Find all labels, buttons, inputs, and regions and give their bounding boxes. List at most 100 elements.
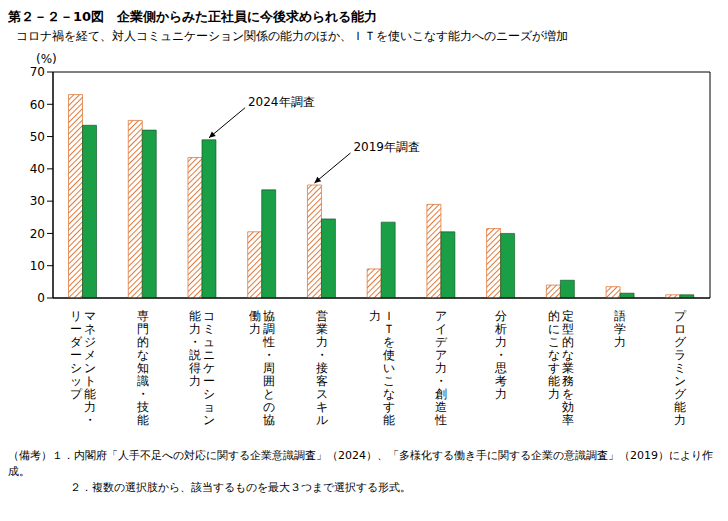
svg-text:マ: マ [84,309,96,323]
svg-text:技: 技 [136,400,149,414]
svg-text:キ: キ [316,400,328,414]
svg-text:リ: リ [70,309,82,323]
svg-text:分: 分 [495,309,507,323]
svg-text:ー: ー [203,374,215,388]
svg-text:型: 型 [562,322,574,336]
svg-text:ー: ー [70,348,82,362]
svg-text:ン: ン [84,361,96,375]
svg-text:能: 能 [674,400,686,414]
svg-text:学: 学 [614,322,626,336]
svg-text:30: 30 [30,194,45,208]
svg-text:力: 力 [435,361,447,375]
svg-text:こ: こ [548,335,560,349]
svg-text:な: な [383,387,395,401]
svg-text:能: 能 [84,387,96,401]
svg-text:ル: ル [316,413,328,427]
svg-text:語: 語 [614,309,626,323]
svg-text:力: 力 [189,374,201,388]
svg-text:メ: メ [84,348,96,362]
svg-text:ー: ー [70,322,82,336]
svg-text:0: 0 [37,291,45,305]
svg-text:ミ: ミ [674,361,686,375]
svg-text:す: す [548,361,560,375]
svg-text:門: 門 [137,322,149,336]
svg-text:説: 説 [189,348,201,362]
svg-text:能: 能 [189,309,201,323]
svg-text:・: ・ [137,387,149,401]
svg-text:業: 業 [562,361,574,375]
svg-text:40: 40 [30,162,45,176]
svg-text:力: 力 [674,413,686,427]
svg-text:接: 接 [316,361,328,375]
svg-text:得: 得 [189,361,201,375]
svg-text:Ｉ: Ｉ [383,309,395,323]
svg-text:力: 力 [189,322,201,336]
svg-text:ッ: ッ [70,374,82,388]
svg-text:協: 協 [263,309,275,323]
svg-text:性: 性 [434,413,447,427]
svg-text:ア: ア [435,348,447,362]
svg-text:10: 10 [30,259,45,273]
svg-text:・: ・ [189,335,201,349]
svg-text:に: に [548,322,560,336]
svg-text:プ: プ [674,309,687,323]
svg-text:ン: ン [203,413,215,427]
svg-text:シ: シ [70,361,82,375]
svg-text:・: ・ [495,348,507,362]
svg-text:ロ: ロ [674,322,686,336]
svg-text:ダ: ダ [70,335,83,349]
svg-text:グ: グ [674,387,687,401]
svg-text:な: な [137,348,149,362]
svg-text:思: 思 [494,361,507,375]
svg-text:と: と [263,387,275,401]
svg-text:ュ: ュ [203,335,215,349]
svg-text:力: 力 [369,309,381,323]
svg-text:囲: 囲 [263,374,275,388]
svg-text:プ: プ [70,387,83,401]
svg-text:シ: シ [203,387,215,401]
svg-text:働: 働 [249,309,261,323]
svg-text:的: 的 [548,309,560,323]
svg-text:デ: デ [435,335,448,349]
svg-text:率: 率 [562,413,574,427]
svg-text:周: 周 [263,361,275,375]
svg-text:ミ: ミ [203,322,215,336]
svg-text:能: 能 [548,374,560,388]
svg-text:の: の [263,400,275,414]
svg-text:客: 客 [316,374,328,388]
svg-text:ア: ア [435,309,447,323]
svg-text:力: 力 [249,322,261,336]
svg-text:効: 効 [562,400,574,414]
svg-text:使: 使 [383,348,395,362]
svg-text:定: 定 [562,309,574,323]
svg-text:60: 60 [30,98,45,112]
svg-text:2024年調査: 2024年調査 [248,95,315,109]
svg-text:考: 考 [495,374,507,388]
svg-text:力: 力 [614,335,626,349]
svg-text:力: 力 [316,335,328,349]
svg-text:創: 創 [435,387,447,401]
svg-text:力: 力 [495,335,507,349]
svg-text:す: す [383,400,395,414]
svg-text:を: を [383,335,395,349]
svg-text:能: 能 [383,413,395,427]
svg-text:務: 務 [562,374,574,388]
svg-text:知: 知 [137,361,149,375]
svg-text:ネ: ネ [84,322,96,336]
svg-text:Ｔ: Ｔ [383,322,395,336]
svg-text:的: 的 [137,335,149,349]
svg-text:識: 識 [137,374,149,388]
svg-text:70: 70 [30,65,45,79]
svg-text:的: 的 [562,335,574,349]
svg-text:グ: グ [674,335,687,349]
svg-text:20: 20 [30,227,45,241]
svg-text:ジ: ジ [84,335,96,349]
svg-text:い: い [383,361,395,375]
svg-text:専: 専 [137,309,149,323]
svg-text:ト: ト [84,374,96,388]
svg-text:2019年調査: 2019年調査 [353,140,420,154]
svg-text:ョ: ョ [203,400,215,414]
svg-text:力: 力 [84,400,96,414]
svg-text:析: 析 [494,322,507,336]
svg-text:ン: ン [674,374,686,388]
